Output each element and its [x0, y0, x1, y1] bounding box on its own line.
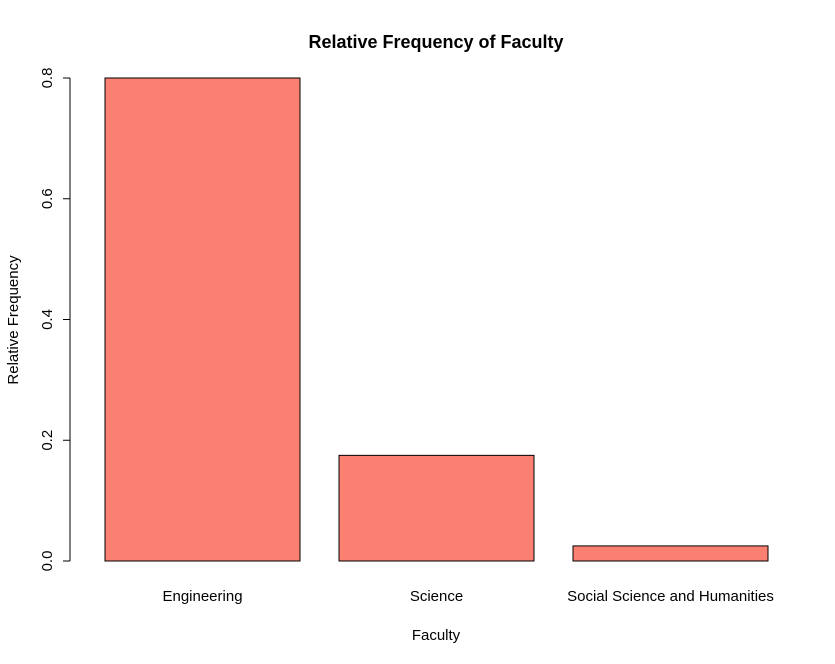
chart-title: Relative Frequency of Faculty: [308, 32, 563, 52]
x-tick-label: Engineering: [162, 588, 242, 605]
y-axis-label: Relative Frequency: [5, 255, 22, 385]
x-tick-label: Social Science and Humanities: [567, 588, 774, 605]
bar-engineering: [104, 77, 301, 562]
y-axis: 0.0 0.2 0.4 0.6 0.8: [39, 68, 71, 572]
x-axis-label: Faculty: [412, 627, 461, 644]
y-tick-label: 0.2: [39, 430, 56, 451]
x-tick-labels: Engineering Science Social Science and Hum…: [162, 588, 773, 605]
y-tick-label: 0.8: [39, 68, 56, 89]
bars-group: [104, 77, 769, 562]
bar-social-science-and-humanities: [572, 545, 769, 562]
y-tick-label: 0.6: [39, 188, 56, 209]
y-tick-label: 0.4: [39, 309, 56, 330]
bar-science: [338, 454, 535, 562]
x-tick-label: Science: [410, 588, 463, 605]
y-tick-label: 0.0: [39, 551, 56, 572]
